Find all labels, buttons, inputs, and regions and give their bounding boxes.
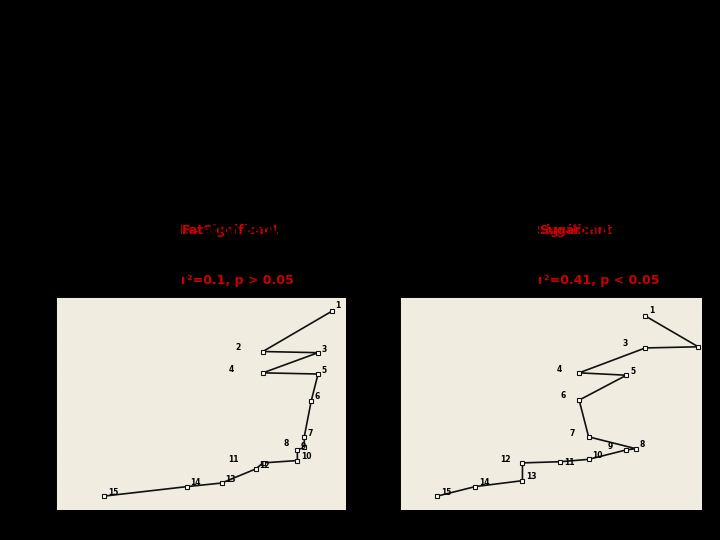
Text: 15: 15	[441, 488, 451, 497]
Text: 4: 4	[557, 364, 562, 374]
Text: 8: 8	[639, 441, 645, 449]
Text: 15: 15	[108, 488, 118, 497]
Text: 5: 5	[630, 367, 635, 376]
Text: Sugar: Sugar	[539, 224, 580, 237]
Text: 4: 4	[228, 364, 234, 374]
Text: 8: 8	[284, 440, 289, 448]
Text: HYPOTHESIS AND FACT *: HYPOTHESIS AND FACT *	[252, 46, 468, 60]
Text: 14: 14	[191, 478, 201, 488]
Text: [JULY 27, 1957: [JULY 27, 1957	[315, 190, 405, 203]
Text: 11: 11	[564, 458, 575, 467]
Text: 1: 1	[336, 301, 341, 310]
Text: 6: 6	[560, 391, 565, 400]
Text: No Significant: No Significant	[180, 224, 283, 237]
Text: r²=0.1, p > 0.05: r²=0.1, p > 0.05	[181, 274, 294, 287]
Text: 3: 3	[322, 345, 327, 354]
Text: M.A., Ph.D., M.D.Camb., M.R.C.P., F.R.I.C.: M.A., Ph.D., M.D.Camb., M.R.C.P., F.R.I.…	[235, 100, 485, 113]
Text: Relation Between: Relation Between	[181, 224, 310, 237]
Text: Mortality (: Mortality (	[536, 274, 611, 287]
Text: 14: 14	[479, 478, 490, 488]
Text: 10: 10	[301, 453, 311, 461]
Text: Relation Between: Relation Between	[538, 224, 666, 237]
Text: 5: 5	[322, 366, 327, 375]
Text: r²=0.41, p < 0.05: r²=0.41, p < 0.05	[538, 274, 660, 287]
Y-axis label: MORTALITY per 100,000: MORTALITY per 100,000	[363, 357, 372, 450]
Text: ): )	[539, 274, 544, 287]
Text: 11: 11	[228, 455, 239, 464]
Text: DIET AND CORONARY THROMBOSIS: DIET AND CORONARY THROMBOSIS	[176, 16, 544, 33]
Text: 2: 2	[702, 339, 707, 348]
X-axis label: SUGAR (lb. per year): SUGAR (lb. per year)	[498, 531, 603, 540]
Text: 12: 12	[259, 461, 270, 470]
Text: 12: 12	[500, 455, 510, 464]
Text: 13: 13	[526, 472, 536, 482]
Text: 13: 13	[225, 475, 235, 484]
Text: Fat: Fat	[182, 224, 204, 237]
Text: *                    QUEEN ELIZABETH COLLEGE: * QUEEN ELIZABETH COLLEGE	[242, 150, 478, 158]
Text: Consumption and Heart Disease: Consumption and Heart Disease	[538, 248, 720, 262]
Text: 3: 3	[623, 339, 628, 348]
Text: No Significant Relation Between Fat: No Significant Relation Between Fat	[55, 225, 308, 238]
Text: 7: 7	[307, 429, 313, 437]
Text: Significant: Significant	[536, 224, 616, 237]
Text: THE LANCET]: THE LANCET]	[316, 168, 404, 181]
X-axis label: CALORIES FROM FAT (%): CALORIES FROM FAT (%)	[139, 531, 263, 540]
Text: 10: 10	[593, 451, 603, 460]
Text: JOHN YUDKIN: JOHN YUDKIN	[299, 72, 421, 89]
Text: PROFESSOR OF NUTRITION IN THE UNIVERSITY OF LONDON AT: PROFESSOR OF NUTRITION IN THE UNIVERSITY…	[179, 128, 541, 137]
Text: Mortality (: Mortality (	[180, 274, 254, 287]
Text: 6: 6	[315, 392, 320, 401]
Y-axis label: MORTALITY per 100,000: MORTALITY per 100,000	[19, 357, 29, 450]
Text: 7: 7	[570, 429, 575, 437]
Text: 1: 1	[649, 306, 654, 315]
Text: 2: 2	[235, 342, 240, 352]
Text: Consumption and Heart Disease: Consumption and Heart Disease	[181, 248, 407, 262]
Text: 9: 9	[301, 442, 306, 451]
Text: 9: 9	[608, 442, 613, 451]
Text: ): )	[182, 274, 188, 287]
